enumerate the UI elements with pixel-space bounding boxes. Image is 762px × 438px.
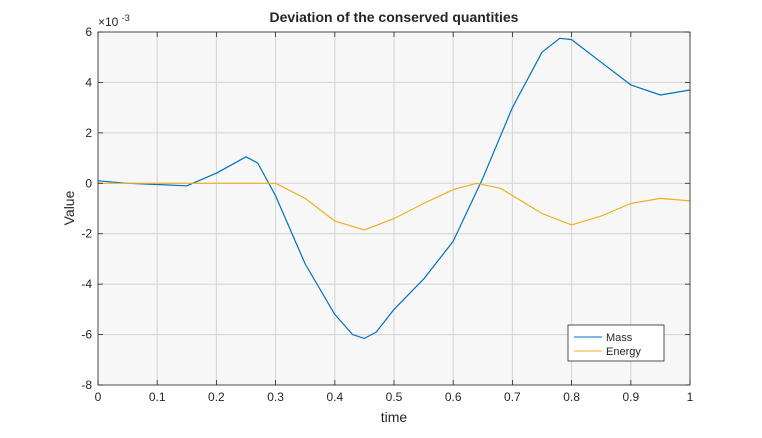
- x-tick-label: 0.3: [267, 390, 284, 404]
- x-tick-label: 0.6: [445, 390, 462, 404]
- x-tick-label: 0.9: [622, 390, 639, 404]
- y-tick-label: 4: [85, 75, 92, 89]
- x-tick-label: 0.2: [208, 390, 225, 404]
- legend-label-mass: Mass: [606, 332, 633, 344]
- x-tick-label: 1: [687, 390, 694, 404]
- y-axis-label: Value: [61, 190, 77, 225]
- y-tick-label: -4: [81, 277, 92, 291]
- y-tick-label: -6: [81, 328, 92, 342]
- y-tick-label: 2: [85, 126, 92, 140]
- y-tick-label: -8: [81, 378, 92, 392]
- x-tick-label: 0.7: [504, 390, 521, 404]
- y-axis-multiplier-base: ×10: [98, 15, 119, 29]
- ticks: 0 0.1 0.2 0.3 0.4 0.5 0.6 0.7 0.8 0.9 1 6 4 2 0 -2 -4 -6 -…: [81, 25, 693, 404]
- x-tick-label: 0: [95, 390, 102, 404]
- series-group: [97, 37, 691, 339]
- y-axis-multiplier: ×10 -3: [98, 13, 130, 29]
- legend: Mass Energy: [567, 324, 665, 362]
- y-tick-label: -2: [81, 227, 92, 241]
- y-tick-label: 0: [85, 176, 92, 190]
- x-tick-label: 0.8: [563, 390, 580, 404]
- y-tick-label: 6: [85, 25, 92, 39]
- x-tick-label: 0.4: [326, 390, 343, 404]
- legend-label-energy: Energy: [606, 346, 641, 358]
- x-tick-label: 0.5: [386, 390, 403, 404]
- y-axis-multiplier-exponent: -3: [122, 13, 130, 23]
- chart-title: Deviation of the conserved quantities: [270, 9, 519, 25]
- x-axis-label: time: [381, 409, 408, 425]
- series-line-mass: [97, 37, 691, 339]
- series-line-energy: [98, 182, 691, 231]
- legend-box: [567, 324, 665, 362]
- x-tick-label: 0.1: [149, 390, 166, 404]
